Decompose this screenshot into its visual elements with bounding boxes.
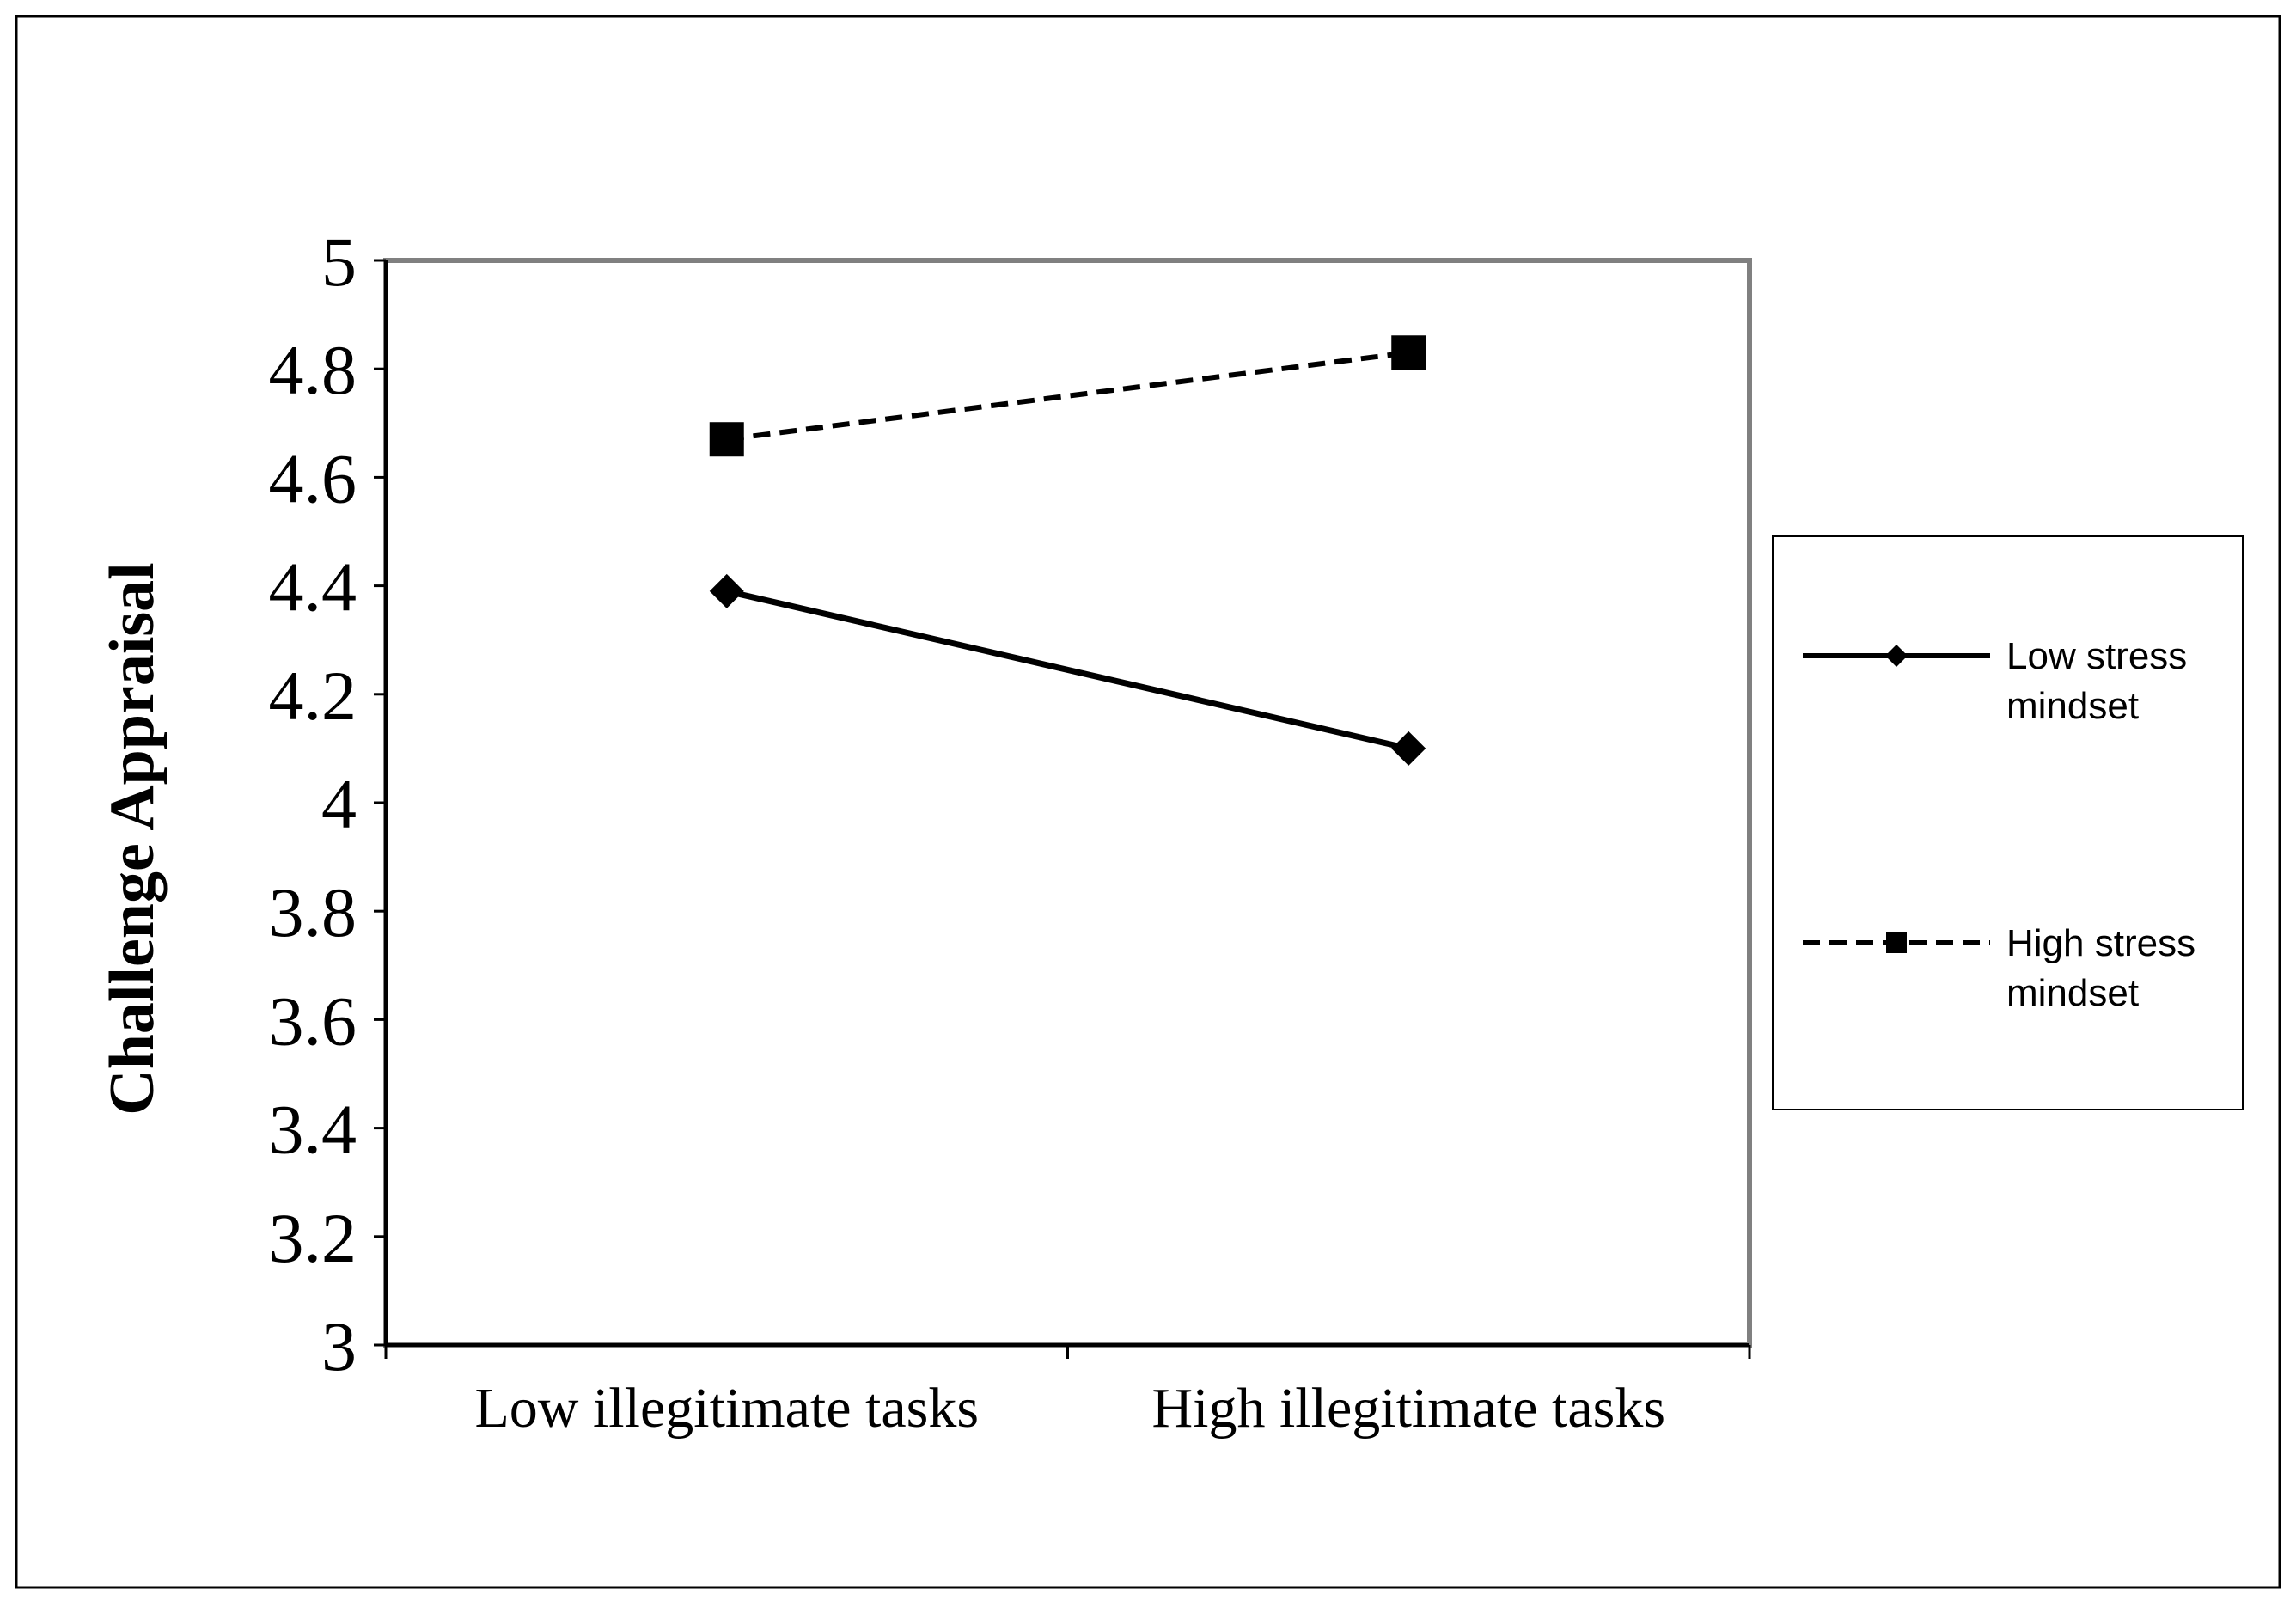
legend-box [1772, 535, 2244, 1110]
figure-frame [15, 15, 2281, 1589]
data-point-1 [1391, 731, 1426, 766]
series-layer [709, 335, 1426, 766]
data-point-1 [709, 573, 744, 608]
series-line-2 [726, 350, 1409, 443]
data-point-2 [1391, 335, 1426, 370]
legend-marker-1 [1885, 645, 1908, 667]
y-tick-label: 4 [321, 765, 357, 843]
y-tick-label: 3 [321, 1307, 357, 1385]
y-tick-label: 3.6 [269, 981, 357, 1060]
y-tick-label: 4.2 [269, 657, 357, 735]
legend: Low stress mindset High stress mindset [1803, 635, 2195, 1014]
legend-label-1: Low stress mindset [2006, 635, 2187, 727]
x-axis: Low illegitimate tasks High illegitimate … [384, 1343, 1751, 1440]
legend-label-line: High stress [2006, 922, 2195, 964]
x-category-label: High illegitimate tasks [1151, 1377, 1665, 1440]
data-point-2 [709, 422, 744, 457]
y-axis: 3 3.2 3.4 3.6 3.8 4 4.2 4.4 4.6 4.8 5 [269, 223, 388, 1385]
y-tick-label: 3.4 [269, 1091, 357, 1169]
legend-label-line: mindset [2006, 685, 2139, 727]
y-tick-label: 4.8 [269, 331, 357, 409]
y-tick-label: 3.2 [269, 1199, 357, 1277]
legend-label-2: High stress mindset [2006, 922, 2195, 1014]
legend-marker-2 [1886, 932, 1907, 953]
x-category-label: Low illegitimate tasks [474, 1377, 979, 1440]
legend-label-line: Low stress [2006, 635, 2187, 677]
plot-area [383, 258, 1752, 1348]
y-tick-label: 4.4 [269, 548, 357, 627]
legend-label-line: mindset [2006, 972, 2139, 1014]
y-tick-label: 5 [321, 223, 357, 301]
y-tick-label: 4.6 [269, 439, 357, 517]
y-axis-label: Challenge Appraisal [97, 562, 168, 1116]
y-tick-label: 3.8 [269, 873, 357, 951]
series-line-1 [725, 588, 1410, 752]
